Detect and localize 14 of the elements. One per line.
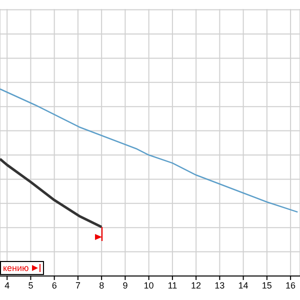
x-tick-label: 14 — [238, 280, 248, 290]
x-tick-label: 6 — [52, 280, 57, 290]
x-tick-label: 5 — [28, 280, 34, 290]
x-tick-label: 13 — [214, 280, 225, 290]
x-tick-label: 10 — [144, 280, 154, 290]
x-tick-label: 11 — [168, 280, 178, 290]
x-tick-label: 9 — [122, 280, 128, 290]
x-tick-label: 12 — [191, 280, 202, 290]
x-tick-label: 4 — [4, 280, 10, 290]
annotation: кению — [3, 263, 29, 273]
x-tick-label: 8 — [99, 280, 104, 290]
x-tick-label: 16 — [286, 280, 296, 290]
x-tick-label: 15 — [262, 280, 272, 290]
x-tick-label: 7 — [75, 280, 80, 290]
